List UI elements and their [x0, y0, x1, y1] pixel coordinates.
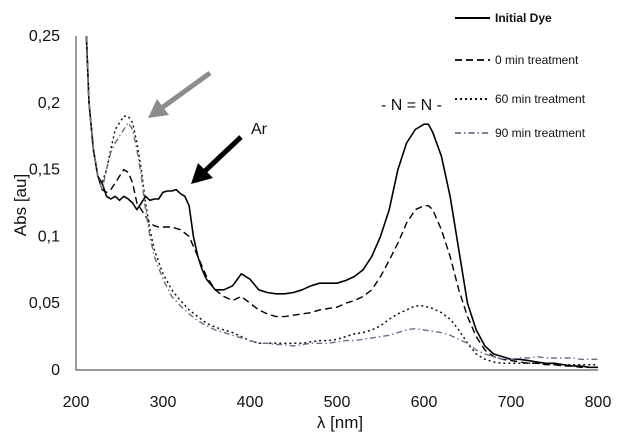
legend: Initial Dye 0 min treatment 60 min treatme…: [455, 11, 586, 140]
y-tick-labels: 0 0,05 0,1 0,15 0,2 0,25: [29, 28, 60, 379]
x-tick-label: 200: [63, 394, 90, 411]
annotation-azo: - N = N -: [381, 97, 442, 114]
black-arrow-icon: [191, 135, 243, 184]
legend-label: 0 min treatment: [495, 53, 579, 67]
y-tick-label: 0: [51, 362, 60, 379]
y-axis-label: Abs [au]: [11, 174, 30, 236]
y-tick-label: 0,25: [29, 28, 60, 45]
y-tick-label: 0,1: [38, 228, 60, 245]
y-tick-label: 0,05: [29, 295, 60, 312]
x-tick-label: 800: [585, 394, 612, 411]
legend-label: Initial Dye: [495, 11, 552, 25]
y-tick-label: 0,15: [29, 162, 60, 179]
x-tick-label: 500: [324, 394, 351, 411]
series-line-2: [85, 35, 598, 366]
x-tick-label: 400: [237, 394, 264, 411]
x-tick-label: 300: [150, 394, 177, 411]
x-axis-label: λ [nm]: [317, 413, 363, 432]
series-line-1: [85, 35, 598, 368]
series-line-3: [85, 35, 598, 360]
x-tick-label: 600: [411, 394, 438, 411]
series-layer: [85, 35, 598, 369]
gray-arrow-icon: [148, 70, 212, 118]
y-tick-label: 0,2: [38, 95, 60, 112]
legend-label: 90 min treatment: [495, 126, 586, 140]
annotation-ar: Ar: [251, 121, 268, 138]
x-tick-labels: 200 300 400 500 600 700 800: [63, 394, 612, 411]
legend-label: 60 min treatment: [495, 92, 586, 106]
series-line-0: [85, 35, 598, 369]
x-tick-label: 700: [498, 394, 525, 411]
